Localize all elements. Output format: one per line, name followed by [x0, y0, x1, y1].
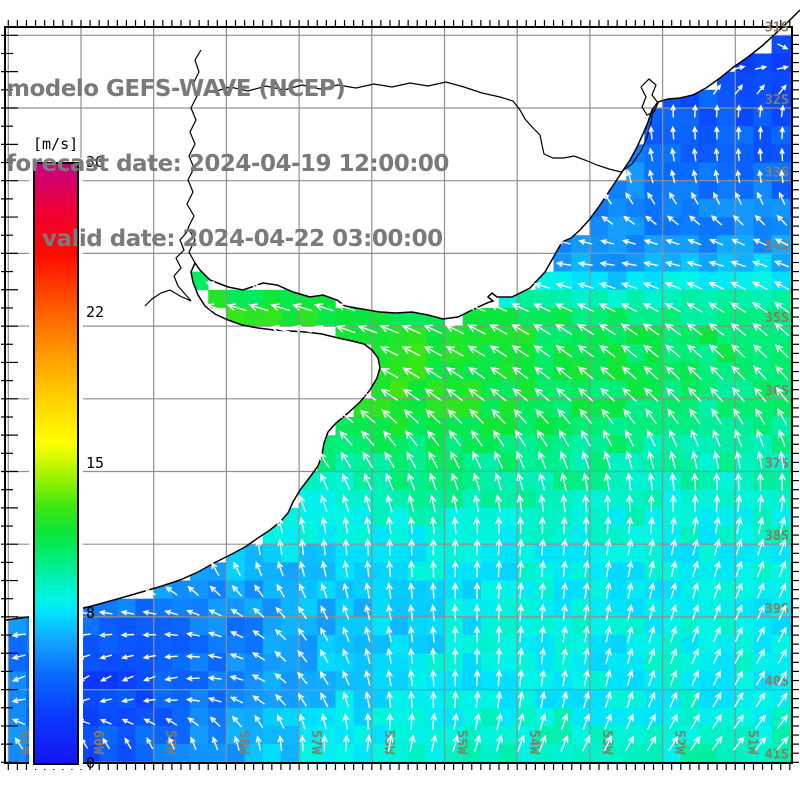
lon-label: 51W	[744, 730, 760, 755]
lon-label: 56W	[381, 730, 397, 755]
parana-river-line	[144, 231, 192, 307]
coastline-above-frame	[774, 9, 800, 35]
lon-label: 57W	[308, 730, 324, 755]
lon-label: 58W	[235, 730, 251, 755]
lat-label: 33S	[765, 165, 789, 181]
uruguay-river-line	[186, 49, 202, 264]
land-mask	[0, 10, 800, 621]
colorbar-tick-label: 15	[86, 453, 105, 472]
lat-label: 38S	[765, 528, 789, 544]
lon-label: 60W	[90, 730, 106, 755]
axis-ticks	[1, 20, 799, 770]
lon-label: 61W	[17, 730, 33, 755]
lat-label: 34S	[765, 237, 789, 253]
colorbar-tick-label: 30	[86, 153, 105, 171]
colorbar-tick-label: 0	[86, 754, 96, 772]
colorbar-gradient	[33, 162, 79, 765]
lat-label: 35S	[765, 310, 789, 326]
country-border-line	[212, 81, 654, 173]
colorbar-units-label: [m/s]	[31, 134, 81, 154]
lon-label: 52W	[672, 730, 688, 755]
lat-label: 41S	[765, 746, 789, 762]
lon-label: 53W	[599, 730, 615, 755]
lon-label: 54W	[526, 730, 542, 755]
colorbar: [m/s]	[31, 134, 81, 765]
colorbar-tick-label: 8	[86, 603, 96, 622]
lat-label: 32S	[765, 92, 789, 108]
wind-arrows	[11, 43, 790, 752]
colorbar-tick-label: 22	[86, 303, 105, 322]
lat-label: 31S	[765, 19, 789, 35]
lat-label: 37S	[765, 456, 789, 472]
